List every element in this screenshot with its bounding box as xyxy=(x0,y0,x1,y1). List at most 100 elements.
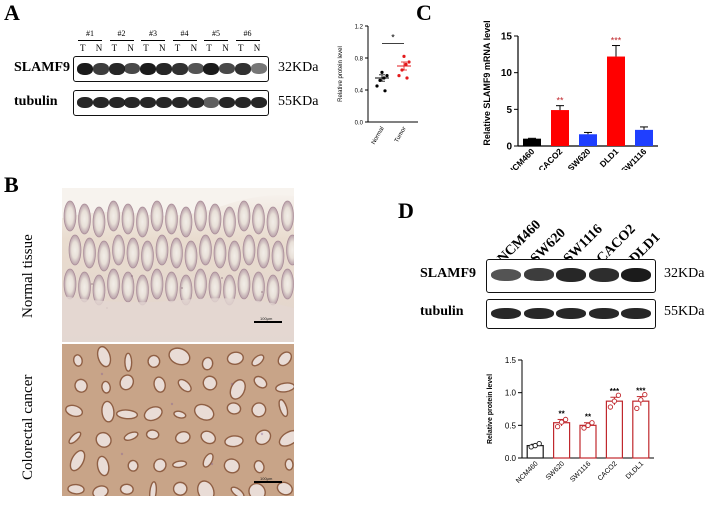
lane-label: N xyxy=(190,43,198,53)
gland xyxy=(153,376,166,393)
sample-label: #1 xyxy=(86,29,94,38)
crypt xyxy=(179,206,193,238)
x-tick-label: Tumor xyxy=(394,126,408,144)
y-tick-label: 15 xyxy=(501,32,513,43)
crypt xyxy=(286,234,294,266)
data-point xyxy=(581,425,587,431)
crypt xyxy=(63,200,77,232)
colorectal-cancer-image: 100μm xyxy=(62,344,294,496)
data-point xyxy=(558,419,565,425)
panel-a-tubulin-kda: 55KDa xyxy=(278,94,319,109)
crypt xyxy=(112,234,125,266)
gland xyxy=(224,435,244,448)
normal-scale-bar xyxy=(254,321,282,323)
band xyxy=(171,63,188,75)
gland xyxy=(254,429,272,446)
data-point xyxy=(642,391,648,398)
panel-c-letter: C xyxy=(416,0,432,25)
data-point xyxy=(405,76,409,80)
colorectal-cancer-label: Colorectal cancer xyxy=(20,374,36,480)
panel-a-dot-plot: 0.0 0.4 0.8 1.2 Relative protein level Normal… xyxy=(338,25,418,146)
significance-label: *** xyxy=(611,36,622,46)
gland xyxy=(248,482,266,496)
gland xyxy=(223,458,241,474)
band xyxy=(235,63,251,75)
data-point xyxy=(638,397,644,403)
gland xyxy=(101,400,115,423)
gland xyxy=(253,459,265,474)
gland xyxy=(253,375,268,389)
x-tick-label: Normal xyxy=(371,126,386,146)
y-tick-label: 1.0 xyxy=(505,389,517,398)
sample-label: #4 xyxy=(180,29,189,38)
y-tick-label: 0 xyxy=(506,142,512,153)
gland xyxy=(153,458,167,473)
gland xyxy=(96,455,110,477)
crypt xyxy=(136,274,149,306)
cancer-scale-bar xyxy=(254,481,282,483)
gland xyxy=(145,429,160,440)
band xyxy=(140,97,157,108)
lane-label: N xyxy=(127,43,134,53)
data-point xyxy=(532,442,538,449)
y-axis-label: Relative protein level xyxy=(338,46,344,102)
sample-underline xyxy=(204,40,228,41)
band xyxy=(171,97,188,108)
crypt xyxy=(266,206,280,238)
data-point xyxy=(615,392,622,398)
crypt xyxy=(237,200,251,232)
x-tick-label: NCM460 xyxy=(515,460,540,485)
panel-a-letter: A xyxy=(4,0,20,25)
normal-tissue-image: 100μm xyxy=(62,188,294,342)
crypt xyxy=(150,200,164,232)
gland xyxy=(72,354,83,367)
band xyxy=(556,268,586,282)
crypt xyxy=(281,200,294,232)
data-point xyxy=(402,54,406,59)
band xyxy=(491,268,521,281)
gland xyxy=(202,452,214,468)
band xyxy=(588,308,619,319)
crypt xyxy=(194,268,207,300)
gland xyxy=(95,431,112,448)
crypt xyxy=(237,268,251,300)
gland xyxy=(147,354,161,369)
band xyxy=(140,63,157,75)
panel-d-slamf9-blot xyxy=(486,259,656,293)
gland xyxy=(193,403,215,421)
x-tick-label: SW1116 xyxy=(619,146,649,170)
crypt xyxy=(107,200,120,232)
y-tick-label: 0.8 xyxy=(355,57,364,63)
gland xyxy=(101,380,111,394)
significance-label: ** xyxy=(558,409,565,418)
crypt xyxy=(78,203,91,235)
crypt xyxy=(208,203,222,235)
lane-label: N xyxy=(95,43,103,53)
bar xyxy=(579,134,597,146)
gland xyxy=(275,382,294,393)
y-axis-label: Relative protein level xyxy=(487,374,494,444)
lane-label: T xyxy=(143,43,149,53)
data-point xyxy=(397,74,401,78)
y-tick-label: 0.0 xyxy=(355,121,364,127)
crypt xyxy=(281,268,294,300)
data-point xyxy=(634,405,640,411)
sample-underline xyxy=(78,40,102,41)
crypt xyxy=(126,237,140,269)
data-point xyxy=(383,89,387,93)
normal-scale-text: 100μm xyxy=(260,316,273,321)
gland xyxy=(202,375,218,391)
panel-a-tubulin-label: tubulin xyxy=(14,94,58,109)
gland xyxy=(278,429,294,447)
gland xyxy=(124,352,133,372)
x-tick-label: DLD1 xyxy=(598,146,621,169)
panel-b-letter: B xyxy=(4,172,19,197)
normal-tissue-label: Normal tissue xyxy=(20,234,36,318)
bar xyxy=(607,56,625,146)
band xyxy=(621,308,651,319)
panel-d-tubulin-blot xyxy=(486,299,656,329)
gland xyxy=(277,351,293,367)
band xyxy=(523,308,554,319)
data-point xyxy=(562,416,569,423)
band xyxy=(124,63,141,75)
